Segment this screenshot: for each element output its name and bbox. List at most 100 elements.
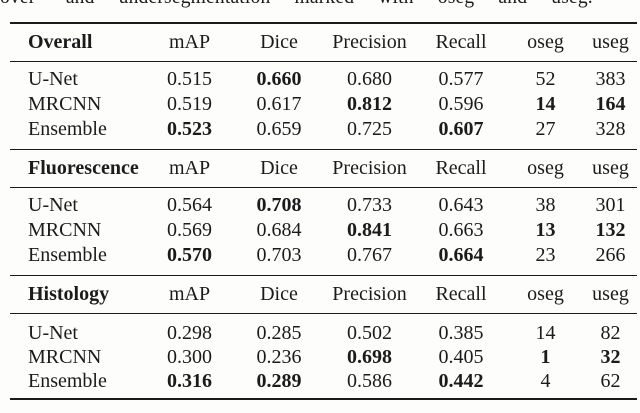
cell-precision: 0.586 <box>347 370 392 392</box>
row-label: Ensemble <box>28 244 107 266</box>
table-row-unet: U-Net 0.298 0.285 0.502 0.385 14 82 <box>10 321 637 345</box>
section-title: Histology <box>28 283 110 305</box>
cell-precision: 0.733 <box>347 194 392 216</box>
section-fluorescence: Fluorescence mAP Dice Precision Recall o… <box>10 149 637 275</box>
cell-dice: 0.684 <box>256 219 302 241</box>
cell-recall: 0.596 <box>438 93 484 115</box>
table-row-ensemble: Ensemble 0.316 0.289 0.586 0.442 4 62 <box>10 369 637 393</box>
table-row-mrcnn: MRCNN 0.519 0.617 0.812 0.596 14 164 <box>10 92 637 117</box>
cell-precision: 0.767 <box>347 244 392 266</box>
cell-useg: 301 <box>595 194 626 216</box>
cell-precision: 0.812 <box>347 93 392 115</box>
cell-dice: 0.659 <box>256 118 302 140</box>
col-header-recall: Recall <box>435 157 487 179</box>
section-header-row: Overall mAP Dice Precision Recall oseg u… <box>10 24 637 62</box>
cell-oseg: 23 <box>535 244 556 266</box>
cell-dice: 0.617 <box>256 93 302 115</box>
col-header-oseg: oseg <box>527 157 564 179</box>
section-header-row: Histology mAP Dice Precision Recall oseg… <box>10 276 637 314</box>
cell-oseg: 14 <box>535 322 556 344</box>
row-label: MRCNN <box>28 93 102 115</box>
cell-recall: 0.643 <box>438 194 484 216</box>
section-body: U-Net 0.298 0.285 0.502 0.385 14 82 MRCN… <box>10 314 637 398</box>
cell-useg: 164 <box>595 93 626 115</box>
section-body: U-Net 0.515 0.660 0.680 0.577 52 383 MRC… <box>10 62 637 149</box>
cell-map: 0.523 <box>167 118 212 140</box>
cell-precision: 0.680 <box>347 68 392 90</box>
cell-useg: 266 <box>595 244 626 266</box>
section-body: U-Net 0.564 0.708 0.733 0.643 38 301 MRC… <box>10 188 637 275</box>
cell-dice: 0.236 <box>256 346 302 368</box>
section-overall: Overall mAP Dice Precision Recall oseg u… <box>10 24 637 149</box>
section-histology: Histology mAP Dice Precision Recall oseg… <box>10 275 637 398</box>
table-row-unet: U-Net 0.564 0.708 0.733 0.643 38 301 <box>10 193 637 218</box>
col-header-map: mAP <box>168 157 211 179</box>
col-header-dice: Dice <box>260 283 298 305</box>
cell-oseg: 52 <box>535 68 556 90</box>
cell-map: 0.570 <box>167 244 212 266</box>
col-header-map: mAP <box>168 283 211 305</box>
col-header-recall: Recall <box>435 31 487 53</box>
cell-oseg: 4 <box>540 370 551 392</box>
col-header-map: mAP <box>168 31 211 53</box>
cell-map: 0.316 <box>167 370 212 392</box>
cell-recall: 0.577 <box>438 68 484 90</box>
cell-map: 0.569 <box>167 219 212 241</box>
table-row-ensemble: Ensemble 0.570 0.703 0.767 0.664 23 266 <box>10 243 637 268</box>
cell-map: 0.300 <box>167 346 212 368</box>
row-label: Ensemble <box>28 118 107 140</box>
cell-map: 0.519 <box>167 93 212 115</box>
col-header-dice: Dice <box>260 31 298 53</box>
cell-recall: 0.607 <box>438 118 484 140</box>
col-header-oseg: oseg <box>527 283 564 305</box>
cell-map: 0.298 <box>167 322 212 344</box>
cell-dice: 0.289 <box>256 370 302 392</box>
cell-useg: 132 <box>595 219 626 241</box>
table-row-mrcnn: MRCNN 0.569 0.684 0.841 0.663 13 132 <box>10 218 637 243</box>
cell-map: 0.564 <box>167 194 212 216</box>
cell-dice: 0.285 <box>256 322 302 344</box>
col-header-precision: Precision <box>332 31 407 53</box>
col-header-useg: useg <box>592 31 629 53</box>
cell-useg: 328 <box>595 118 626 140</box>
cell-oseg: 27 <box>535 118 556 140</box>
cell-recall: 0.442 <box>438 370 484 392</box>
col-header-useg: useg <box>592 157 629 179</box>
cell-oseg: 1 <box>540 346 551 368</box>
cell-recall: 0.385 <box>438 322 484 344</box>
cell-useg: 62 <box>600 370 621 392</box>
cell-precision: 0.502 <box>347 322 392 344</box>
table-row-unet: U-Net 0.515 0.660 0.680 0.577 52 383 <box>10 67 637 92</box>
cell-precision: 0.698 <box>347 346 392 368</box>
row-label: U-Net <box>28 322 78 344</box>
cell-recall: 0.664 <box>438 244 484 266</box>
row-label: U-Net <box>28 68 78 90</box>
cell-recall: 0.663 <box>438 219 484 241</box>
cell-map: 0.515 <box>167 68 212 90</box>
cell-precision: 0.841 <box>347 219 392 241</box>
cell-useg: 32 <box>600 346 621 368</box>
section-title: Overall <box>28 31 93 53</box>
cell-dice: 0.703 <box>256 244 302 266</box>
cell-precision: 0.725 <box>347 118 392 140</box>
col-header-precision: Precision <box>332 157 407 179</box>
section-title: Fluorescence <box>28 157 139 179</box>
table-row-ensemble: Ensemble 0.523 0.659 0.725 0.607 27 328 <box>10 117 637 142</box>
results-table: Overall mAP Dice Precision Recall oseg u… <box>10 22 637 400</box>
cell-useg: 383 <box>595 68 626 90</box>
col-header-oseg: oseg <box>527 31 564 53</box>
table-row-mrcnn: MRCNN 0.300 0.236 0.698 0.405 1 32 <box>10 345 637 369</box>
row-label: MRCNN <box>28 346 102 368</box>
col-header-precision: Precision <box>332 283 407 305</box>
cell-oseg: 13 <box>535 219 556 241</box>
row-label: Ensemble <box>28 370 107 392</box>
cell-oseg: 14 <box>535 93 556 115</box>
cell-recall: 0.405 <box>438 346 484 368</box>
cell-useg: 82 <box>600 322 621 344</box>
caption-cropped: over- and undersegmentation marked with … <box>0 0 640 22</box>
col-header-dice: Dice <box>260 157 298 179</box>
cell-oseg: 38 <box>535 194 556 216</box>
section-header-row: Fluorescence mAP Dice Precision Recall o… <box>10 150 637 188</box>
cell-dice: 0.708 <box>256 194 302 216</box>
